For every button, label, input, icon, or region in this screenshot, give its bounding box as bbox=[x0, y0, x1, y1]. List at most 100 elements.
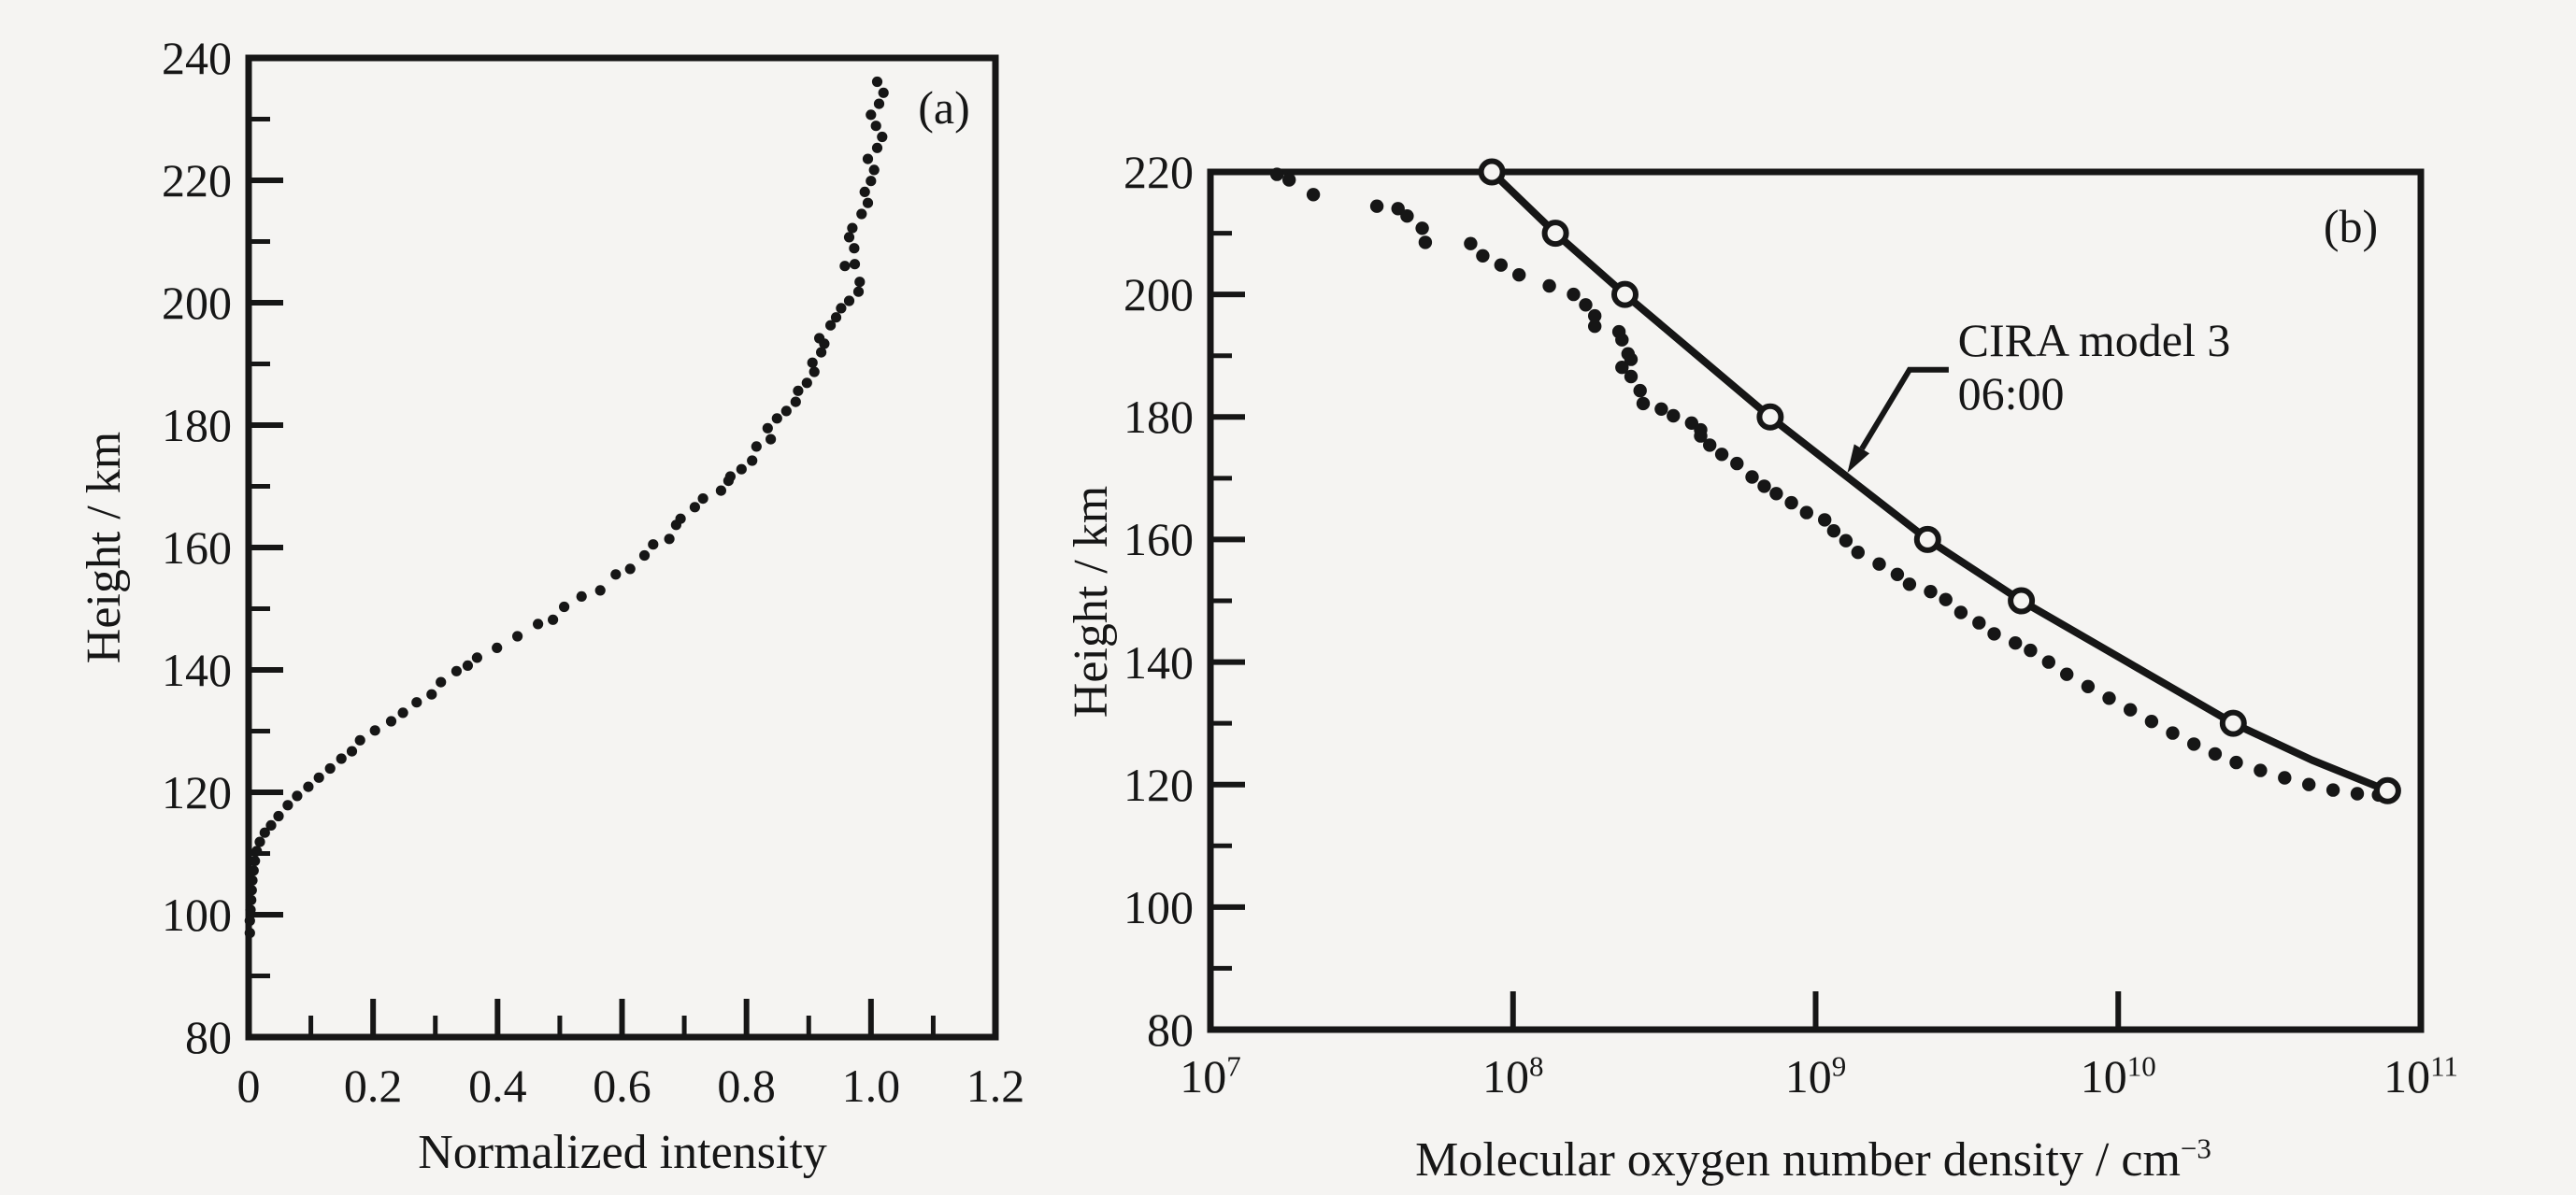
data-point bbox=[2102, 691, 2116, 705]
data-point bbox=[878, 87, 889, 98]
data-point bbox=[1270, 167, 1284, 181]
data-point bbox=[1784, 495, 1798, 510]
y-tick-label: 220 bbox=[1123, 146, 1194, 198]
data-point bbox=[1391, 202, 1405, 216]
data-point bbox=[2326, 783, 2340, 797]
panel-a-frame bbox=[245, 54, 999, 1041]
data-point bbox=[436, 676, 447, 688]
panel-b-label: (b) bbox=[2323, 200, 2379, 252]
model-point-marker bbox=[2008, 587, 2036, 615]
data-point bbox=[816, 347, 827, 358]
data-point bbox=[2278, 771, 2292, 785]
x-tick-label-exponent: 10 bbox=[2126, 1049, 2156, 1083]
annotation-arrow bbox=[1847, 366, 1949, 473]
x-tick-label: 1.2 bbox=[966, 1060, 1025, 1112]
data-point bbox=[324, 762, 336, 775]
data-point bbox=[870, 121, 881, 132]
data-point bbox=[2041, 655, 2055, 669]
data-point bbox=[877, 131, 888, 143]
y-tick-label: 180 bbox=[162, 399, 232, 451]
data-point bbox=[856, 208, 867, 220]
x-tick-label-base: 10 bbox=[1784, 1050, 1832, 1103]
x-tick-label-exponent: 7 bbox=[1226, 1049, 1241, 1083]
data-point bbox=[780, 405, 792, 417]
panel-a-ticks bbox=[251, 117, 936, 1034]
data-point bbox=[246, 885, 257, 896]
data-point bbox=[664, 533, 675, 545]
data-point bbox=[2124, 703, 2138, 717]
data-point bbox=[868, 164, 880, 176]
data-point bbox=[675, 513, 686, 524]
data-point bbox=[462, 660, 473, 672]
data-point bbox=[292, 790, 303, 802]
data-point bbox=[836, 303, 847, 314]
data-point bbox=[1972, 616, 1986, 630]
data-point bbox=[1757, 479, 1771, 493]
panel-b-x-axis-label: Molecular oxygen number density / cm−3 bbox=[1252, 1132, 2374, 1188]
cira-annotation-line1: CIRA model 3 bbox=[1957, 314, 2231, 367]
data-point bbox=[426, 689, 437, 700]
data-point bbox=[1667, 408, 1681, 423]
x-tick-label-base: 10 bbox=[2383, 1050, 2431, 1103]
model-point-marker bbox=[1541, 220, 1569, 248]
data-point bbox=[1418, 235, 1433, 249]
data-point bbox=[1624, 369, 1639, 384]
data-point bbox=[847, 222, 858, 234]
data-point bbox=[2208, 747, 2223, 761]
data-point bbox=[451, 665, 462, 676]
data-point bbox=[1987, 627, 2001, 641]
data-point bbox=[859, 186, 870, 197]
data-point bbox=[766, 434, 777, 445]
data-point bbox=[1615, 361, 1629, 375]
x-tick-label: 1010 bbox=[2025, 1050, 2211, 1106]
data-point bbox=[1939, 592, 1953, 606]
data-point bbox=[313, 772, 324, 783]
y-tick-label: 80 bbox=[185, 1011, 232, 1063]
data-point bbox=[1415, 221, 1429, 235]
x-tick-label: 107 bbox=[1117, 1050, 1304, 1106]
model-point-marker bbox=[1913, 525, 1941, 553]
model-point-marker bbox=[2373, 776, 2401, 804]
y-tick-label: 120 bbox=[1123, 758, 1194, 811]
x-tick-label: 0.4 bbox=[468, 1060, 527, 1112]
data-point bbox=[849, 259, 861, 270]
y-tick-label: 200 bbox=[1123, 268, 1194, 321]
data-point bbox=[648, 539, 659, 550]
data-point bbox=[259, 827, 270, 838]
x-tick-label: 109 bbox=[1723, 1050, 1910, 1106]
data-point bbox=[871, 76, 883, 88]
data-point bbox=[1633, 383, 1647, 398]
x-tick-label-exponent: 9 bbox=[1831, 1049, 1847, 1083]
x-tick-label-exponent: 11 bbox=[2430, 1049, 2458, 1083]
x-tick-label: 0.8 bbox=[717, 1060, 776, 1112]
data-point bbox=[346, 746, 358, 757]
x-tick-label: 0.6 bbox=[593, 1060, 651, 1112]
arrowhead-icon bbox=[1847, 444, 1870, 473]
data-point bbox=[1588, 308, 1602, 323]
data-point bbox=[1476, 249, 1490, 263]
data-point bbox=[1567, 287, 1581, 302]
data-point bbox=[809, 366, 820, 377]
x-tick-label-base: 10 bbox=[2080, 1050, 2127, 1103]
data-point bbox=[247, 875, 258, 886]
y-tick-label: 220 bbox=[162, 154, 232, 206]
data-point bbox=[1512, 268, 1526, 282]
data-point bbox=[576, 590, 587, 603]
data-point bbox=[1818, 513, 1832, 527]
model-point-marker bbox=[1756, 403, 1784, 431]
y-tick-label: 180 bbox=[1123, 391, 1194, 444]
data-point bbox=[2166, 726, 2180, 740]
x-tick-label-base: 10 bbox=[1180, 1050, 1227, 1103]
x-tick-label: 0.2 bbox=[343, 1060, 403, 1112]
data-point bbox=[2081, 679, 2096, 693]
data-point bbox=[736, 463, 747, 475]
data-point bbox=[638, 549, 651, 562]
data-point bbox=[354, 734, 365, 746]
panel-a-x-axis-label: Normalized intensity bbox=[418, 1126, 827, 1179]
panel-a-scatter-series bbox=[244, 76, 889, 939]
data-point bbox=[814, 333, 825, 344]
data-point bbox=[251, 846, 263, 857]
data-point bbox=[282, 800, 293, 811]
data-point bbox=[852, 286, 865, 297]
data-point bbox=[747, 455, 758, 466]
